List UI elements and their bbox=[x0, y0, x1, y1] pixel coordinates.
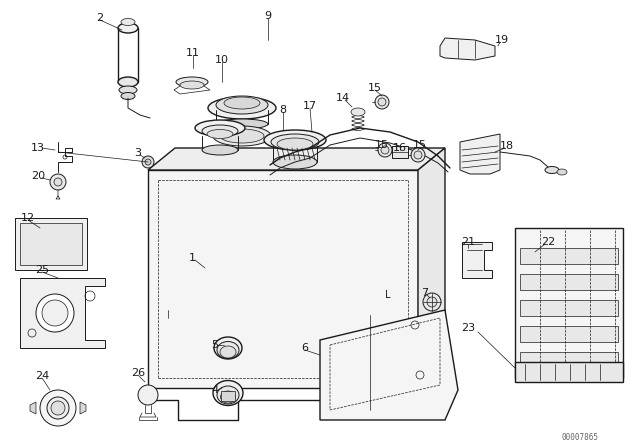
Ellipse shape bbox=[273, 155, 317, 169]
Ellipse shape bbox=[36, 294, 74, 332]
Text: 10: 10 bbox=[215, 55, 229, 65]
Ellipse shape bbox=[271, 134, 319, 150]
Circle shape bbox=[414, 151, 422, 159]
Polygon shape bbox=[515, 228, 623, 378]
Text: 11: 11 bbox=[186, 48, 200, 58]
Bar bbox=[392, 146, 408, 158]
Text: 24: 24 bbox=[35, 371, 49, 381]
Ellipse shape bbox=[557, 169, 567, 175]
Text: 14: 14 bbox=[336, 93, 350, 103]
Ellipse shape bbox=[216, 96, 268, 114]
Ellipse shape bbox=[217, 341, 239, 358]
Polygon shape bbox=[15, 218, 87, 270]
Ellipse shape bbox=[214, 337, 242, 359]
Text: 17: 17 bbox=[303, 101, 317, 111]
Circle shape bbox=[47, 397, 69, 419]
Text: 5: 5 bbox=[211, 340, 218, 350]
Ellipse shape bbox=[195, 120, 245, 136]
Text: 00007865: 00007865 bbox=[561, 434, 598, 443]
Text: 15: 15 bbox=[413, 140, 427, 150]
Ellipse shape bbox=[121, 18, 135, 26]
Polygon shape bbox=[80, 402, 86, 414]
Text: 1: 1 bbox=[189, 253, 195, 263]
Text: 19: 19 bbox=[495, 35, 509, 45]
Ellipse shape bbox=[220, 129, 264, 143]
Ellipse shape bbox=[221, 391, 236, 403]
Text: 25: 25 bbox=[35, 265, 49, 275]
Ellipse shape bbox=[118, 23, 138, 33]
Circle shape bbox=[411, 148, 425, 162]
Circle shape bbox=[142, 156, 154, 168]
Text: 6: 6 bbox=[301, 343, 308, 353]
Circle shape bbox=[50, 174, 66, 190]
Circle shape bbox=[54, 178, 62, 186]
Ellipse shape bbox=[42, 300, 68, 326]
Ellipse shape bbox=[213, 380, 243, 405]
Text: 15: 15 bbox=[375, 140, 389, 150]
Text: 12: 12 bbox=[21, 213, 35, 223]
Circle shape bbox=[145, 159, 151, 165]
Text: 20: 20 bbox=[31, 171, 45, 181]
Text: 7: 7 bbox=[421, 288, 429, 298]
Ellipse shape bbox=[180, 81, 204, 89]
Polygon shape bbox=[515, 362, 623, 382]
Polygon shape bbox=[462, 242, 492, 278]
Polygon shape bbox=[440, 38, 495, 60]
Text: 8: 8 bbox=[280, 105, 287, 115]
Bar bbox=[520, 248, 618, 264]
Circle shape bbox=[378, 143, 392, 157]
Circle shape bbox=[40, 390, 76, 426]
Polygon shape bbox=[460, 134, 500, 174]
Ellipse shape bbox=[217, 386, 239, 404]
Ellipse shape bbox=[119, 86, 137, 94]
Text: 9: 9 bbox=[264, 11, 271, 21]
Text: 3: 3 bbox=[134, 148, 141, 158]
Text: 4: 4 bbox=[211, 385, 219, 395]
Ellipse shape bbox=[277, 138, 313, 150]
Circle shape bbox=[375, 95, 389, 109]
Circle shape bbox=[138, 385, 158, 405]
Ellipse shape bbox=[224, 97, 260, 109]
Ellipse shape bbox=[202, 145, 238, 155]
Text: 15: 15 bbox=[368, 83, 382, 93]
Text: 23: 23 bbox=[461, 323, 475, 333]
Text: 2: 2 bbox=[97, 13, 104, 23]
Ellipse shape bbox=[202, 125, 238, 137]
Bar bbox=[520, 274, 618, 290]
Polygon shape bbox=[30, 402, 36, 414]
Ellipse shape bbox=[208, 97, 276, 119]
Circle shape bbox=[427, 297, 437, 307]
Ellipse shape bbox=[213, 126, 271, 146]
Text: 16: 16 bbox=[393, 143, 407, 153]
Text: 22: 22 bbox=[541, 237, 555, 247]
Circle shape bbox=[423, 293, 441, 311]
Ellipse shape bbox=[207, 129, 233, 138]
Text: 18: 18 bbox=[500, 141, 514, 151]
Polygon shape bbox=[148, 170, 418, 388]
Polygon shape bbox=[148, 148, 445, 170]
Ellipse shape bbox=[220, 346, 236, 358]
Circle shape bbox=[51, 401, 65, 415]
Text: 21: 21 bbox=[461, 237, 475, 247]
Ellipse shape bbox=[118, 77, 138, 87]
Ellipse shape bbox=[216, 119, 268, 129]
Bar bbox=[520, 300, 618, 316]
Circle shape bbox=[378, 98, 386, 106]
Ellipse shape bbox=[351, 108, 365, 116]
Circle shape bbox=[381, 146, 389, 154]
Bar bbox=[520, 352, 618, 368]
Text: 13: 13 bbox=[31, 143, 45, 153]
Ellipse shape bbox=[121, 92, 135, 99]
Polygon shape bbox=[320, 310, 458, 420]
Ellipse shape bbox=[264, 130, 326, 150]
Bar bbox=[221, 391, 235, 401]
Polygon shape bbox=[20, 278, 105, 348]
Polygon shape bbox=[418, 148, 445, 388]
Text: 26: 26 bbox=[131, 368, 145, 378]
Ellipse shape bbox=[176, 77, 208, 87]
Text: L: L bbox=[385, 290, 391, 300]
Ellipse shape bbox=[545, 167, 559, 173]
Bar bbox=[20, 223, 82, 265]
Bar bbox=[520, 326, 618, 342]
